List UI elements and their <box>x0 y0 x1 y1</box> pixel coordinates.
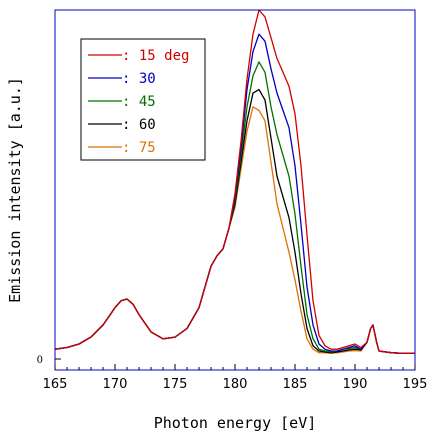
x-tick-label: 180 <box>223 377 248 392</box>
y-axis-title: Emission intensity [a.u.] <box>6 77 24 303</box>
x-tick-label: 170 <box>103 377 128 392</box>
x-tick-label: 185 <box>283 377 308 392</box>
x-tick-label: 190 <box>343 377 368 392</box>
series-layer <box>54 9 415 355</box>
x-tick-label: 195 <box>403 377 428 392</box>
legend: : 15 deg : 30 : 45 : 60 : 75 <box>80 38 206 161</box>
legend-box <box>80 38 206 161</box>
series-line-0 <box>54 9 415 355</box>
x-tick-label: 175 <box>163 377 188 392</box>
x-axis-title: Photon energy [eV] <box>154 414 317 432</box>
legend-label-3: : 60 <box>122 117 156 133</box>
legend-label-0: : 15 deg <box>122 48 189 64</box>
x-tick-label: 165 <box>43 377 68 392</box>
legend-label-1: : 30 <box>122 71 156 87</box>
x-axis: 165 170 175 180 185 190 195 <box>43 364 428 392</box>
legend-label-2: : 45 <box>122 94 156 110</box>
legend-label-4: : 75 <box>122 140 156 156</box>
y-zero-label: 0 <box>37 355 43 366</box>
